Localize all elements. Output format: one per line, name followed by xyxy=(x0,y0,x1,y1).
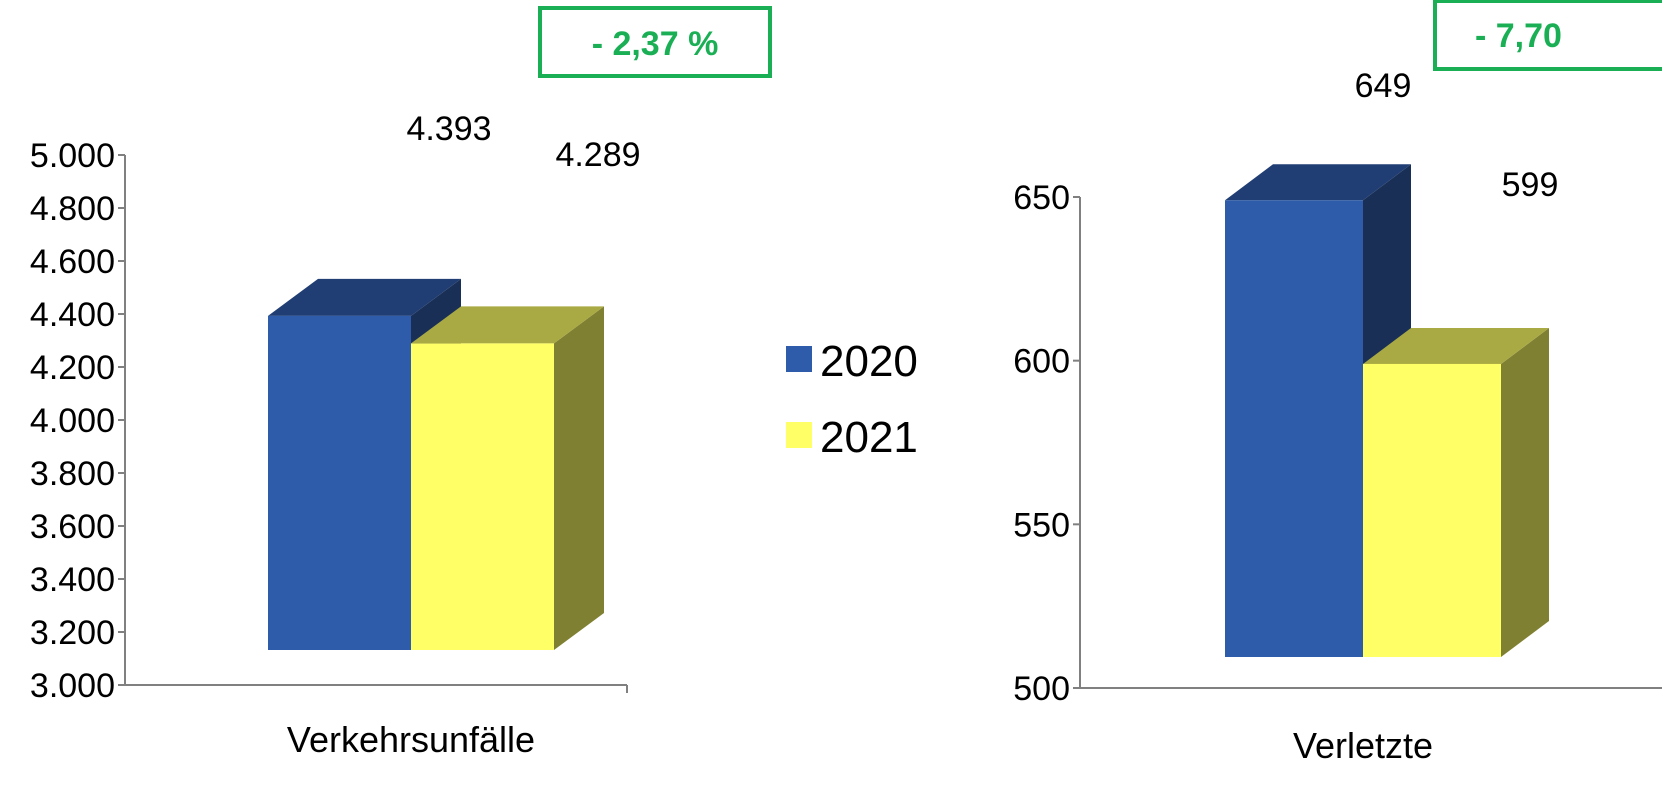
data-label: 599 xyxy=(1502,166,1559,204)
data-label: 649 xyxy=(1355,67,1412,105)
legend-label: 2020 xyxy=(820,337,918,386)
bar-top xyxy=(1225,164,1411,201)
bar xyxy=(411,343,554,650)
bar xyxy=(268,315,411,650)
data-label: 4.393 xyxy=(406,110,491,148)
bar-top xyxy=(411,306,604,344)
bar-side xyxy=(1501,327,1549,657)
y-tick-label: 600 xyxy=(1013,343,1070,381)
data-label: 4.289 xyxy=(555,136,640,174)
y-tick-label: 3.600 xyxy=(30,508,115,546)
change-label: - 7,70 xyxy=(1475,17,1562,55)
category-label: Verkehrsunfälle xyxy=(287,719,535,760)
y-tick-label: 550 xyxy=(1013,506,1070,544)
y-tick-label: 4.200 xyxy=(30,349,115,387)
bar xyxy=(1225,200,1363,658)
legend-swatch xyxy=(786,346,812,372)
y-tick-label: 3.800 xyxy=(30,455,115,493)
bar-top xyxy=(1363,327,1549,364)
bar-top xyxy=(268,278,461,316)
y-tick-label: 3.400 xyxy=(30,561,115,599)
bar xyxy=(1363,363,1501,657)
y-tick-label: 4.600 xyxy=(30,243,115,281)
legend-label: 2021 xyxy=(820,413,918,462)
y-tick-label: 4.800 xyxy=(30,190,115,228)
y-tick-label: 4.000 xyxy=(30,402,115,440)
category-label: Verletzte xyxy=(1293,725,1433,766)
bar-side xyxy=(554,306,604,650)
legend-swatch xyxy=(786,422,812,448)
y-tick-label: 5.000 xyxy=(30,137,115,175)
change-label: - 2,37 % xyxy=(592,25,719,63)
y-tick-label: 650 xyxy=(1013,179,1070,217)
change-box xyxy=(1433,0,1662,71)
y-tick-label: 3.200 xyxy=(30,614,115,652)
change-box xyxy=(538,6,772,78)
y-tick-label: 3.000 xyxy=(30,667,115,705)
y-tick-label: 4.400 xyxy=(30,296,115,334)
y-tick-label: 500 xyxy=(1013,670,1070,708)
